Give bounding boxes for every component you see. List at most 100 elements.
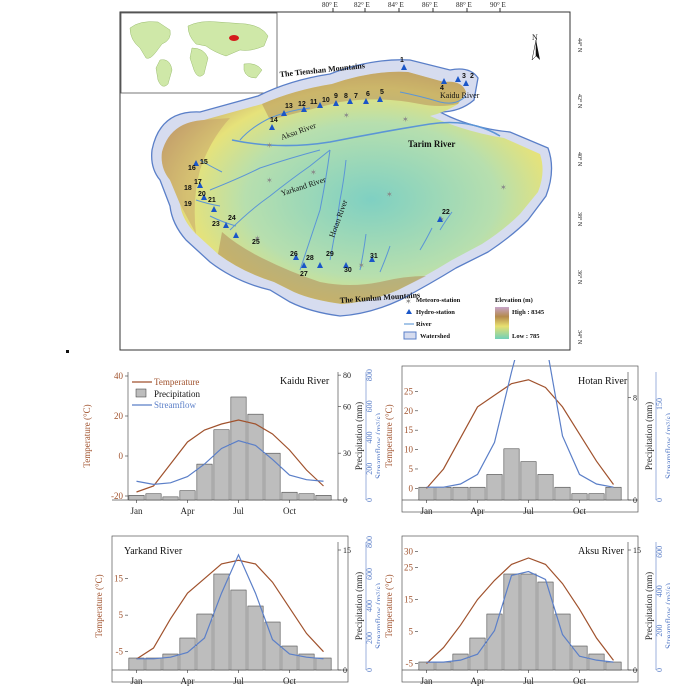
temp-tick-label: 10 [404, 445, 414, 455]
hydro-station [317, 102, 323, 108]
temp-tick-label: 20 [114, 411, 124, 421]
precip-bar [469, 486, 486, 501]
hydro-station [293, 254, 299, 260]
precip-bar [145, 493, 162, 501]
month-tick-label: Jul [233, 506, 244, 516]
temperature-line [136, 559, 324, 660]
meteoro-station: ✶ [266, 141, 273, 150]
month-tick-label: Jan [131, 506, 143, 516]
temperature-line [426, 379, 614, 489]
precip-bar [520, 461, 537, 501]
streamflow-line [136, 440, 324, 485]
hydro-station [193, 160, 199, 166]
hydro-station [223, 222, 229, 228]
month-tick-label: Apr [181, 676, 195, 686]
flow-tick-label: 400 [365, 600, 374, 612]
legend-elevation-ramp [495, 307, 509, 339]
precip-bar [452, 486, 469, 501]
hotan-river-chart: 0 5 10 15 20 25 Temperature (°C) 0 8 Precipitatio… [384, 360, 670, 516]
hydro-station [343, 262, 349, 268]
aksu-river-chart: -5 5 15 25 30 Temperature (°C) 0 15 Precipitatio… [384, 535, 670, 686]
month-tick-label: Apr [471, 506, 485, 516]
temp-tick-label: 25 [404, 563, 414, 573]
station-number: 10 [322, 97, 330, 104]
precip-bar [264, 452, 281, 501]
precip-bar [247, 413, 264, 501]
precip-bar [486, 613, 503, 671]
precip-bar [503, 448, 520, 501]
legend-low: Low : 785 [512, 333, 540, 340]
precip-bar [520, 573, 537, 671]
station-number: 18 [184, 185, 192, 192]
station-number: 29 [326, 251, 334, 258]
station-number: 23 [212, 221, 220, 228]
station-number: 7 [354, 93, 358, 100]
hydro-station [211, 206, 217, 212]
lat-tick: 36° N [576, 270, 583, 285]
precip-bar [230, 396, 247, 501]
meteoro-station: ✶ [310, 168, 317, 177]
flow-axis-label: Streamflow (m³/s) [374, 413, 380, 479]
station-number: 14 [270, 117, 278, 124]
flow-tick-label: 400 [365, 432, 374, 444]
kunlun-relief [218, 232, 426, 304]
legend-hydro: Hydro-station [416, 309, 455, 316]
temperature-line [426, 557, 614, 665]
precip-bar [247, 605, 264, 671]
precip-bar [588, 493, 605, 501]
hydro-station [347, 98, 353, 104]
tarim-label: Tarim River [408, 139, 455, 149]
temperature-line [136, 419, 324, 493]
hydro-station [437, 216, 443, 222]
temp-axis-label: Temperature (°C) [384, 404, 394, 467]
precip-bar [315, 495, 332, 501]
temp-tick-label: 20 [404, 406, 414, 416]
precip-axis-label: Precipitation (mm) [644, 402, 654, 470]
streamflow-line [426, 570, 614, 663]
station-number: 22 [442, 209, 450, 216]
precip-axis-label: Precipitation (mm) [644, 572, 654, 640]
temp-tick-label: 0 [119, 451, 124, 461]
temp-tick-label: 15 [114, 574, 124, 584]
station-number: 21 [208, 197, 216, 204]
month-tick-label: Oct [283, 676, 296, 686]
temp-tick-label: 15 [404, 425, 414, 435]
flow-tick-label: 600 [365, 400, 374, 412]
hydro-stations [193, 64, 469, 268]
hydro-station [233, 232, 239, 238]
month-tick-label: Apr [181, 506, 195, 516]
precip-bar [213, 429, 230, 501]
precip-tick-label: 60 [343, 402, 351, 411]
bullet [66, 350, 69, 353]
temp-tick-label: 5 [409, 464, 414, 474]
flow-tick-label: 400 [655, 585, 664, 597]
precip-bar [605, 661, 622, 671]
precip-tick-label: 0 [633, 496, 637, 505]
temp-tick-label: 5 [119, 610, 124, 620]
station-numbers: 1 2 3 4 5 6 7 8 9 10 11 12 13 14 15 16 1… [184, 57, 474, 278]
longitude-ticks: 80° E 82° E 84° E 86° E 88° E 90° E [322, 1, 506, 12]
yarkand-river-chart: -5 5 15 Temperature (°C) 0 15 Precipitation (m… [94, 535, 380, 686]
lon-tick: 88° E [456, 1, 472, 9]
pamir-relief [161, 118, 230, 234]
temp-axis-label: Temperature (°C) [82, 404, 92, 467]
flow-tick-label: 800 [365, 369, 374, 381]
lon-tick: 84° E [388, 1, 404, 9]
precip-tick-label: 0 [633, 666, 637, 675]
hydro-station [301, 262, 307, 268]
map-legend: ✶ Meteoro-station Elevation (m) Hydro-st… [403, 297, 545, 340]
flow-axis-label: Streamflow (m³/s) [664, 583, 670, 649]
lat-tick: 34° N [576, 330, 583, 345]
legend-river: River [416, 321, 432, 328]
precip-bar [486, 474, 503, 501]
hydro-station [269, 124, 275, 130]
latitude-ticks: 44° N 42° N 40° N 38° N 36° N 34° N [576, 38, 583, 345]
temp-axis-label: Temperature (°C) [384, 574, 394, 637]
tienshan-relief [262, 71, 466, 120]
precip-tick-label: 15 [343, 546, 351, 555]
chart-frame [401, 365, 639, 513]
chart-title: Aksu River [578, 546, 625, 557]
lon-tick: 80° E [322, 1, 338, 9]
precip-bar [213, 573, 230, 671]
station-number: 30 [344, 267, 352, 274]
